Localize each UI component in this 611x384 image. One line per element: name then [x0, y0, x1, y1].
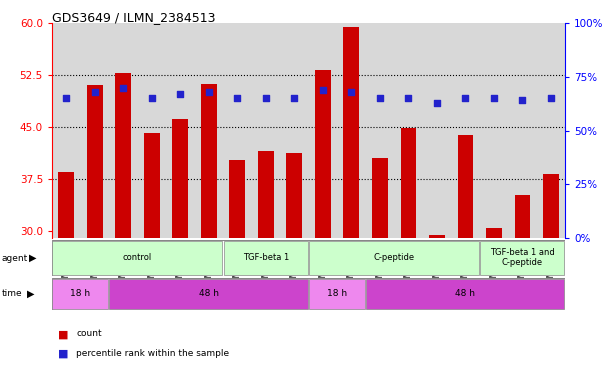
Bar [201, 84, 216, 238]
Bar [87, 86, 103, 238]
Text: control: control [123, 253, 152, 262]
Bar [508, 23, 536, 238]
Point [119, 84, 128, 91]
Bar [287, 154, 302, 238]
Point [432, 99, 442, 106]
FancyBboxPatch shape [53, 242, 222, 275]
Text: 18 h: 18 h [70, 290, 90, 298]
Bar [223, 23, 252, 238]
FancyBboxPatch shape [109, 279, 307, 309]
Bar [144, 132, 159, 238]
Point [346, 89, 356, 95]
Text: TGF-beta 1 and
C-peptide: TGF-beta 1 and C-peptide [490, 248, 555, 267]
Point [204, 89, 214, 95]
Bar [52, 23, 81, 238]
Bar [429, 235, 445, 238]
Bar [109, 23, 137, 238]
Bar [394, 23, 423, 238]
Point [261, 95, 271, 101]
FancyBboxPatch shape [480, 242, 564, 275]
Bar [166, 23, 194, 238]
Text: agent: agent [1, 254, 27, 263]
Point [403, 95, 413, 101]
Point [518, 98, 527, 104]
FancyBboxPatch shape [53, 279, 108, 309]
Point [61, 95, 71, 101]
Text: count: count [76, 329, 102, 338]
Text: TGF-beta 1: TGF-beta 1 [243, 253, 289, 262]
Bar [315, 70, 331, 238]
FancyBboxPatch shape [309, 242, 478, 275]
Point [232, 95, 242, 101]
Bar [115, 73, 131, 238]
FancyBboxPatch shape [52, 240, 565, 276]
Text: time: time [1, 290, 22, 298]
FancyBboxPatch shape [52, 278, 565, 310]
Bar [486, 228, 502, 238]
Bar [514, 195, 530, 238]
Point [147, 95, 156, 101]
Bar [252, 23, 280, 238]
Text: ■: ■ [58, 349, 68, 359]
Text: 48 h: 48 h [455, 290, 475, 298]
Bar [372, 158, 388, 238]
Text: ▶: ▶ [29, 253, 37, 263]
Bar [194, 23, 223, 238]
Bar [458, 136, 473, 238]
Text: GDS3649 / ILMN_2384513: GDS3649 / ILMN_2384513 [52, 12, 216, 25]
Point [461, 95, 470, 101]
Bar [480, 23, 508, 238]
FancyBboxPatch shape [224, 242, 307, 275]
Bar [137, 23, 166, 238]
Bar [365, 23, 394, 238]
Point [489, 95, 499, 101]
Bar [229, 160, 245, 238]
Point [375, 95, 385, 101]
Text: ▶: ▶ [27, 289, 34, 299]
Bar [536, 23, 565, 238]
Bar [81, 23, 109, 238]
Point [318, 87, 327, 93]
Bar [401, 129, 416, 238]
Point [290, 95, 299, 101]
Text: C-peptide: C-peptide [373, 253, 415, 262]
Bar [280, 23, 309, 238]
Bar [337, 23, 365, 238]
Point [546, 95, 556, 101]
Bar [343, 26, 359, 238]
Bar [59, 172, 74, 238]
Bar [423, 23, 451, 238]
Text: 48 h: 48 h [199, 290, 219, 298]
FancyBboxPatch shape [309, 279, 365, 309]
Text: ■: ■ [58, 329, 68, 339]
Bar [451, 23, 480, 238]
FancyBboxPatch shape [366, 279, 564, 309]
Text: 18 h: 18 h [327, 290, 347, 298]
Bar [543, 174, 559, 238]
Bar [172, 119, 188, 238]
Bar [309, 23, 337, 238]
Text: percentile rank within the sample: percentile rank within the sample [76, 349, 230, 358]
Point [175, 91, 185, 97]
Point [90, 89, 100, 95]
Bar [258, 151, 274, 238]
